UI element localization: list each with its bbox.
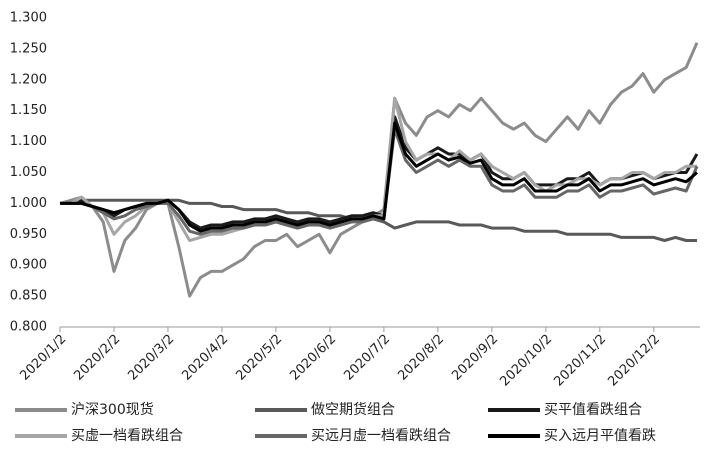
x-tick-label: 2020/2/2 (71, 332, 123, 384)
y-tick-label: 0.800 (10, 320, 47, 335)
x-tick-label: 2020/5/2 (233, 332, 285, 384)
x-tick-label: 2020/7/2 (341, 332, 393, 384)
y-tick-label: 1.000 (10, 196, 47, 211)
x-tick-label: 2020/9/2 (449, 332, 501, 384)
y-tick-label: 1.150 (10, 103, 47, 118)
legend-label: 沪深300现货 (71, 401, 154, 418)
x-tick-label: 2020/3/2 (125, 332, 177, 384)
legend-label: 买虚一档看跌组合 (71, 428, 183, 444)
x-tick-label: 2020/10/2 (497, 332, 555, 390)
series-line (59, 42, 699, 298)
x-tick-label: 2020/4/2 (179, 332, 231, 384)
legend-label: 买平值看跌组合 (544, 402, 642, 418)
y-tick-label: 1.300 (10, 11, 47, 26)
legend-label: 买入远月平值看跌 (544, 428, 656, 444)
y-tick-label: 1.200 (10, 72, 47, 87)
y-tick-label: 0.950 (10, 227, 47, 242)
y-tick-label: 1.050 (10, 165, 47, 180)
x-tick-label: 2020/11/2 (551, 332, 609, 390)
x-tick-label: 2020/8/2 (395, 332, 447, 384)
x-tick-label: 2020/1/2 (17, 332, 69, 384)
legend-label: 做空期货组合 (311, 401, 395, 418)
y-tick-label: 0.850 (10, 289, 47, 304)
x-tick-label: 2020/6/2 (287, 332, 339, 384)
x-tick-label: 2020/12/2 (605, 332, 663, 390)
legend-label: 买远月虚一档看跌组合 (311, 428, 451, 444)
y-tick-label: 1.250 (10, 41, 47, 56)
y-tick-label: 1.100 (10, 134, 47, 149)
y-tick-label: 0.900 (10, 258, 47, 273)
series-line (60, 121, 698, 233)
